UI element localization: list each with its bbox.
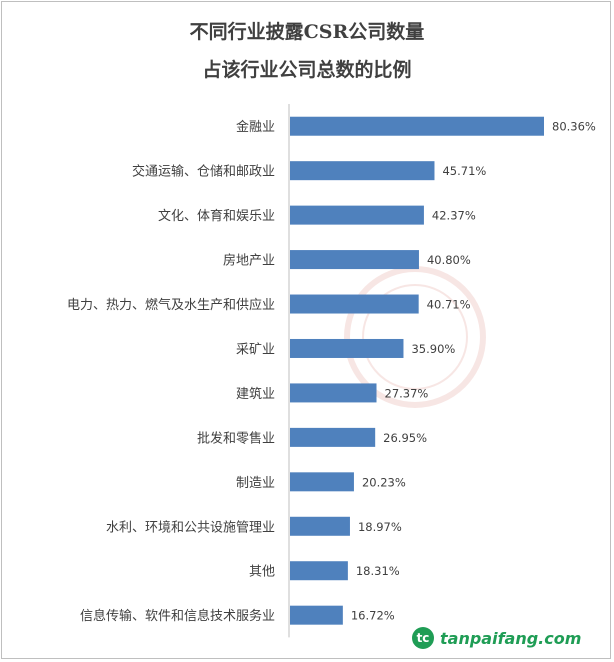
category-label: 文化、体育和娱乐业: [158, 208, 275, 224]
category-label: 交通运输、仓储和邮政业: [132, 164, 275, 180]
data-label: 40.71%: [427, 298, 471, 312]
bar: [290, 338, 404, 358]
brand-logo-icon: tc: [412, 627, 434, 649]
data-label: 26.95%: [383, 431, 427, 445]
data-label: 40.80%: [427, 253, 471, 267]
data-label: 20.23%: [362, 475, 406, 489]
bar: [290, 427, 376, 447]
category-label: 电力、热力、燃气及水生产和供应业: [67, 297, 275, 313]
category-label: 采矿业: [236, 342, 275, 357]
category-label: 其他: [249, 565, 275, 580]
bar: [290, 516, 350, 536]
data-label: 27.37%: [385, 386, 429, 400]
data-label: 45.71%: [442, 164, 486, 178]
category-label: 房地产业: [223, 253, 275, 269]
category-label: 金融业: [236, 119, 275, 135]
data-label: 16.72%: [351, 609, 395, 623]
category-label: 建筑业: [236, 386, 275, 402]
data-label: 18.31%: [356, 564, 400, 578]
bar: [290, 561, 348, 581]
bar: [290, 205, 424, 225]
bar: [290, 605, 343, 625]
data-label: 80.36%: [552, 120, 596, 134]
bar: [290, 294, 419, 314]
chart-title: 不同行业披露CSR公司数量: [189, 21, 425, 43]
bar: [290, 472, 354, 492]
brand-site-link[interactable]: tanpaifang.com: [440, 628, 582, 648]
category-label: 批发和零售业: [197, 430, 275, 446]
brand-footer[interactable]: tc tanpaifang.com: [412, 627, 581, 649]
category-label: 信息传输、软件和信息技术服务业: [80, 608, 275, 624]
bar: [290, 116, 544, 136]
chart-subtitle: 占该行业公司总数的比例: [202, 59, 412, 81]
data-label: 18.97%: [358, 520, 402, 534]
bar: [290, 383, 377, 403]
bar: [290, 161, 435, 181]
category-label: 水利、环境和公共设施管理业: [106, 520, 275, 535]
data-label: 42.37%: [432, 209, 476, 223]
data-label: 35.90%: [411, 342, 455, 356]
category-label: 制造业: [236, 476, 275, 491]
bar: [290, 250, 419, 270]
